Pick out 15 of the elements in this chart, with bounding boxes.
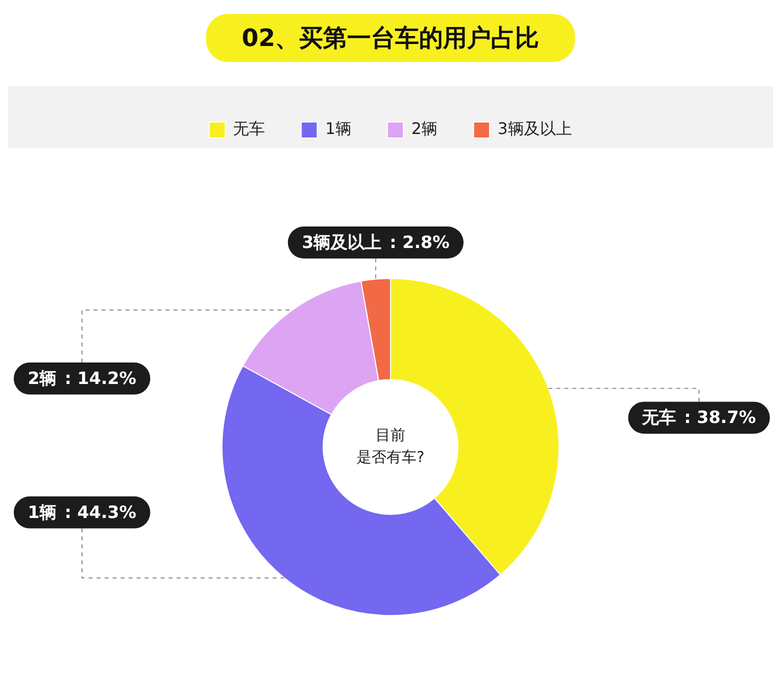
slice-label: 2辆 (28, 368, 57, 389)
slice-label: 1辆 (28, 502, 57, 523)
data-label: : 44.3% (64, 502, 136, 523)
data-label: : 38.7% (684, 408, 756, 428)
data-label: : 14.2% (64, 368, 136, 389)
slice-label: 无车 (641, 408, 676, 428)
legend-label: 3辆及以上 (498, 119, 572, 138)
text: 是否有车? (356, 448, 424, 466)
chart-title: 02、买第一台车的用户占比 (206, 14, 576, 62)
slice-label: 3辆及以上 (302, 232, 382, 253)
legend-label: 2辆 (411, 119, 438, 138)
data-label: : 2.8% (390, 232, 450, 253)
legend-label: 1辆 (325, 119, 352, 138)
legend-label: 无车 (233, 119, 266, 138)
text: 目前 (376, 426, 406, 444)
